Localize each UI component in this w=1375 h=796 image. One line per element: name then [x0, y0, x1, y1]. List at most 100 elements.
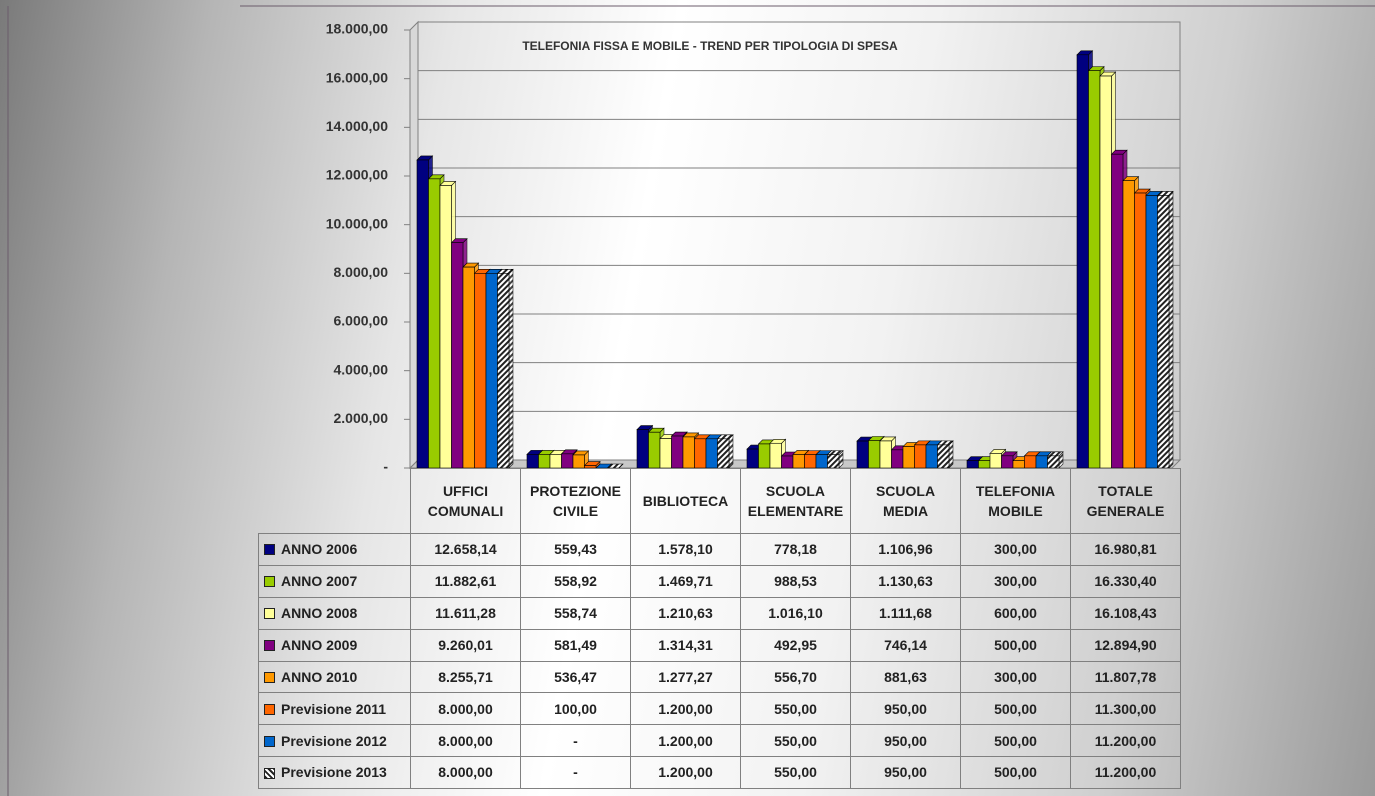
x-tick-label: SCUOLA ELEMENTARE — [740, 468, 851, 534]
bar-face — [485, 273, 498, 469]
table-cell: 536,47 — [520, 660, 631, 694]
table-cell: 16.330,40 — [1070, 564, 1181, 598]
bar — [1156, 190, 1174, 469]
bar-face — [1122, 180, 1135, 469]
table-cell: 600,00 — [960, 596, 1071, 630]
table-cell: - — [520, 724, 631, 758]
bar-face — [636, 429, 649, 469]
table-cell: 300,00 — [960, 564, 1071, 598]
legend-swatch — [264, 671, 275, 683]
table-cell: 300,00 — [960, 533, 1071, 566]
bar-face — [804, 454, 817, 469]
legend-entry: ANNO 2007 — [258, 564, 411, 598]
bar-face — [694, 438, 707, 469]
bar-face — [1134, 192, 1147, 469]
table-cell: 8.255,71 — [410, 660, 521, 694]
table-cell: 746,14 — [850, 628, 961, 662]
y-tick-label: 14.000,00 — [326, 118, 388, 134]
bar-face — [451, 242, 464, 469]
legend-entry: ANNO 2008 — [258, 596, 411, 630]
y-tick-label: 18.000,00 — [326, 21, 388, 37]
table-cell: 988,53 — [740, 564, 851, 598]
table-cell: 1.016,10 — [740, 596, 851, 630]
bar-face — [717, 438, 730, 469]
bar-face — [1168, 190, 1174, 469]
bar-face — [868, 440, 881, 469]
bar-face — [526, 454, 539, 469]
table-cell: 500,00 — [960, 692, 1071, 726]
table-cell: 8.000,00 — [410, 692, 521, 726]
legend-entry: Previsione 2013 — [258, 756, 411, 789]
bar-face — [428, 178, 441, 469]
table-cell: 9.260,01 — [410, 628, 521, 662]
x-tick-label: TELEFONIA MOBILE — [960, 468, 1071, 534]
table-cell: 1.111,68 — [850, 596, 961, 630]
bar-face — [497, 273, 510, 469]
table-cell: 1.200,00 — [630, 692, 741, 726]
bar-face — [792, 454, 805, 469]
legend-swatch — [264, 735, 275, 747]
bar-face — [705, 438, 718, 469]
bar-face — [769, 442, 782, 469]
bar-face — [746, 448, 759, 469]
table-cell: 1.130,63 — [850, 564, 961, 598]
table-cell: 550,00 — [740, 692, 851, 726]
x-tick-label: UFFICI COMUNALI — [410, 468, 521, 534]
table-cell: 1.277,27 — [630, 660, 741, 694]
bar-face — [914, 444, 927, 469]
table-cell: 950,00 — [850, 724, 961, 758]
bar — [826, 449, 844, 469]
bar-face — [966, 460, 979, 469]
legend-entry: Previsione 2011 — [258, 692, 411, 726]
table-cell: 500,00 — [960, 756, 1071, 789]
x-tick-label: SCUOLA MEDIA — [850, 468, 961, 534]
bar-face — [671, 435, 684, 469]
bar-face — [827, 454, 840, 469]
table-cell: 12.894,90 — [1070, 628, 1181, 662]
bar-face — [925, 444, 938, 469]
table-cell: 300,00 — [960, 660, 1071, 694]
table-cell: 100,00 — [520, 692, 631, 726]
table-cell: 16.108,43 — [1070, 596, 1181, 630]
table-cell: 11.200,00 — [1070, 724, 1181, 758]
x-tick-label: BIBLIOTECA — [630, 468, 741, 534]
y-tick-label: 16.000,00 — [326, 69, 388, 85]
table-cell: 492,95 — [740, 628, 851, 662]
bar — [1046, 451, 1064, 469]
bar-face — [815, 454, 828, 469]
table-cell: 1.200,00 — [630, 756, 741, 789]
table-cell: 559,43 — [520, 533, 631, 566]
table-cell: 16.980,81 — [1070, 533, 1181, 566]
bar-face — [561, 453, 574, 469]
table-cell: 556,70 — [740, 660, 851, 694]
y-tick-label: 2.000,00 — [334, 410, 389, 426]
table-cell: 778,18 — [740, 533, 851, 566]
legend-swatch — [264, 640, 275, 652]
bar — [572, 450, 590, 469]
bar — [936, 440, 954, 469]
bar-face — [549, 454, 562, 469]
bar — [583, 460, 601, 469]
bar-face — [648, 431, 661, 469]
bar-face — [978, 460, 991, 469]
table-cell: 558,92 — [520, 564, 631, 598]
table-cell: 950,00 — [850, 756, 961, 789]
legend-swatch — [264, 608, 275, 620]
table-cell: 1.210,63 — [630, 596, 741, 630]
table-cell: - — [520, 756, 631, 789]
x-tick-label: PROTEZIONE CIVILE — [520, 468, 631, 534]
legend-swatch — [264, 576, 275, 588]
legend-swatch — [264, 767, 275, 779]
table-cell: 1.200,00 — [630, 724, 741, 758]
legend-entry: ANNO 2006 — [258, 533, 411, 566]
bar-face — [948, 440, 954, 469]
table-cell: 12.658,14 — [410, 533, 521, 566]
bar-face — [856, 440, 869, 469]
chart-title: TELEFONIA FISSA E MOBILE - TREND PER TIP… — [522, 39, 898, 53]
bar-face — [416, 159, 429, 469]
legend-swatch — [264, 703, 275, 715]
legend-swatch — [264, 544, 275, 556]
legend-entry: ANNO 2010 — [258, 660, 411, 694]
table-cell: 500,00 — [960, 724, 1071, 758]
